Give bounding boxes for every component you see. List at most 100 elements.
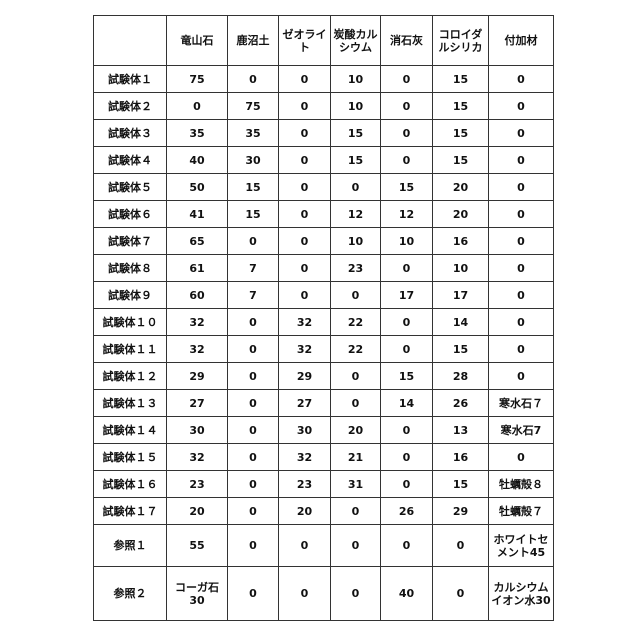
cell-colloidal-silica: 13	[433, 417, 489, 444]
composition-table: 竜山石鹿沼土ゼオライト炭酸カルシウム消石灰コロイダルシリカ付加材試験体１7500…	[93, 15, 554, 621]
cell-calcium-carbonate: 22	[331, 336, 381, 363]
cell-additive: 0	[489, 309, 554, 336]
cell-colloidal-silica: 15	[433, 471, 489, 498]
cell-row-label: 試験体１７	[94, 498, 167, 525]
cell-calcium-carbonate: 0	[331, 390, 381, 417]
cell-slaked-lime: 0	[381, 309, 433, 336]
cell-zeolite: 29	[279, 363, 331, 390]
cell-zeolite: 30	[279, 417, 331, 444]
table-row: 試験体１３2702701426寒水石７	[94, 390, 554, 417]
table-row: 試験体１２29029015280	[94, 363, 554, 390]
cell-calcium-carbonate: 0	[331, 174, 381, 201]
cell-zeolite: 0	[279, 201, 331, 228]
cell-colloidal-silica: 17	[433, 282, 489, 309]
cell-calcium-carbonate: 10	[331, 93, 381, 120]
cell-additive: 寒水石7	[489, 417, 554, 444]
cell-calcium-carbonate: 10	[331, 228, 381, 255]
cell-row-label: 試験体１	[94, 66, 167, 93]
cell-slaked-lime: 0	[381, 255, 433, 282]
table-row: 試験体７65001010160	[94, 228, 554, 255]
cell-row-label: 試験体４	[94, 147, 167, 174]
header-additive: 付加材	[489, 16, 554, 66]
header-tatsuyama-stone: 竜山石	[167, 16, 228, 66]
header-row-label	[94, 16, 167, 66]
cell-slaked-lime: 26	[381, 498, 433, 525]
cell-row-label: 試験体１５	[94, 444, 167, 471]
cell-slaked-lime: 0	[381, 147, 433, 174]
cell-kanuma-soil: 0	[228, 567, 279, 621]
cell-calcium-carbonate: 12	[331, 201, 381, 228]
cell-additive: 0	[489, 363, 554, 390]
cell-tatsuyama-stone: 30	[167, 417, 228, 444]
cell-tatsuyama-stone: コーガ石30	[167, 567, 228, 621]
cell-row-label: 試験体１３	[94, 390, 167, 417]
cell-tatsuyama-stone: 40	[167, 147, 228, 174]
cell-calcium-carbonate: 23	[331, 255, 381, 282]
cell-kanuma-soil: 7	[228, 282, 279, 309]
cell-tatsuyama-stone: 61	[167, 255, 228, 282]
cell-additive: ホワイトセメント45	[489, 525, 554, 567]
header-zeolite: ゼオライト	[279, 16, 331, 66]
cell-kanuma-soil: 0	[228, 309, 279, 336]
cell-slaked-lime: 10	[381, 228, 433, 255]
cell-zeolite: 0	[279, 147, 331, 174]
cell-slaked-lime: 0	[381, 525, 433, 567]
cell-additive: 0	[489, 201, 554, 228]
cell-row-label: 試験体６	[94, 201, 167, 228]
cell-colloidal-silica: 0	[433, 525, 489, 567]
cell-kanuma-soil: 0	[228, 390, 279, 417]
cell-colloidal-silica: 28	[433, 363, 489, 390]
cell-calcium-carbonate: 10	[331, 66, 381, 93]
cell-additive: 0	[489, 228, 554, 255]
cell-kanuma-soil: 0	[228, 228, 279, 255]
cell-calcium-carbonate: 0	[331, 363, 381, 390]
cell-slaked-lime: 0	[381, 66, 433, 93]
cell-tatsuyama-stone: 75	[167, 66, 228, 93]
cell-colloidal-silica: 29	[433, 498, 489, 525]
cell-colloidal-silica: 10	[433, 255, 489, 282]
cell-additive: 0	[489, 336, 554, 363]
cell-row-label: 参照１	[94, 525, 167, 567]
table-row: 参照１5500000ホワイトセメント45	[94, 525, 554, 567]
table-row: 試験体３35350150150	[94, 120, 554, 147]
cell-slaked-lime: 40	[381, 567, 433, 621]
cell-calcium-carbonate: 31	[331, 471, 381, 498]
table-row: 試験体５50150015200	[94, 174, 554, 201]
cell-row-label: 試験体８	[94, 255, 167, 282]
cell-additive: 0	[489, 120, 554, 147]
cell-colloidal-silica: 0	[433, 567, 489, 621]
table-row: 試験体２0750100150	[94, 93, 554, 120]
cell-row-label: 試験体７	[94, 228, 167, 255]
cell-slaked-lime: 0	[381, 417, 433, 444]
cell-row-label: 試験体１１	[94, 336, 167, 363]
cell-calcium-carbonate: 0	[331, 567, 381, 621]
cell-kanuma-soil: 15	[228, 174, 279, 201]
cell-tatsuyama-stone: 23	[167, 471, 228, 498]
cell-tatsuyama-stone: 55	[167, 525, 228, 567]
cell-zeolite: 0	[279, 120, 331, 147]
cell-tatsuyama-stone: 41	[167, 201, 228, 228]
cell-calcium-carbonate: 0	[331, 498, 381, 525]
cell-slaked-lime: 0	[381, 93, 433, 120]
cell-additive: カルシウムイオン水30	[489, 567, 554, 621]
cell-tatsuyama-stone: 29	[167, 363, 228, 390]
cell-colloidal-silica: 14	[433, 309, 489, 336]
cell-additive: 0	[489, 255, 554, 282]
table-row: 参照２コーガ石30000400カルシウムイオン水30	[94, 567, 554, 621]
cell-zeolite: 0	[279, 255, 331, 282]
cell-slaked-lime: 12	[381, 201, 433, 228]
cell-tatsuyama-stone: 27	[167, 390, 228, 417]
cell-zeolite: 0	[279, 228, 331, 255]
cell-row-label: 試験体１４	[94, 417, 167, 444]
cell-colloidal-silica: 15	[433, 147, 489, 174]
cell-zeolite: 0	[279, 282, 331, 309]
cell-additive: 0	[489, 93, 554, 120]
cell-colloidal-silica: 16	[433, 444, 489, 471]
table-row: 試験体１６2302331015牡蠣殻８	[94, 471, 554, 498]
cell-additive: 寒水石７	[489, 390, 554, 417]
cell-zeolite: 0	[279, 66, 331, 93]
table-row: 試験体１７2002002629牡蠣殻７	[94, 498, 554, 525]
cell-calcium-carbonate: 0	[331, 525, 381, 567]
table-row: 試験体１０32032220140	[94, 309, 554, 336]
cell-calcium-carbonate: 15	[331, 120, 381, 147]
